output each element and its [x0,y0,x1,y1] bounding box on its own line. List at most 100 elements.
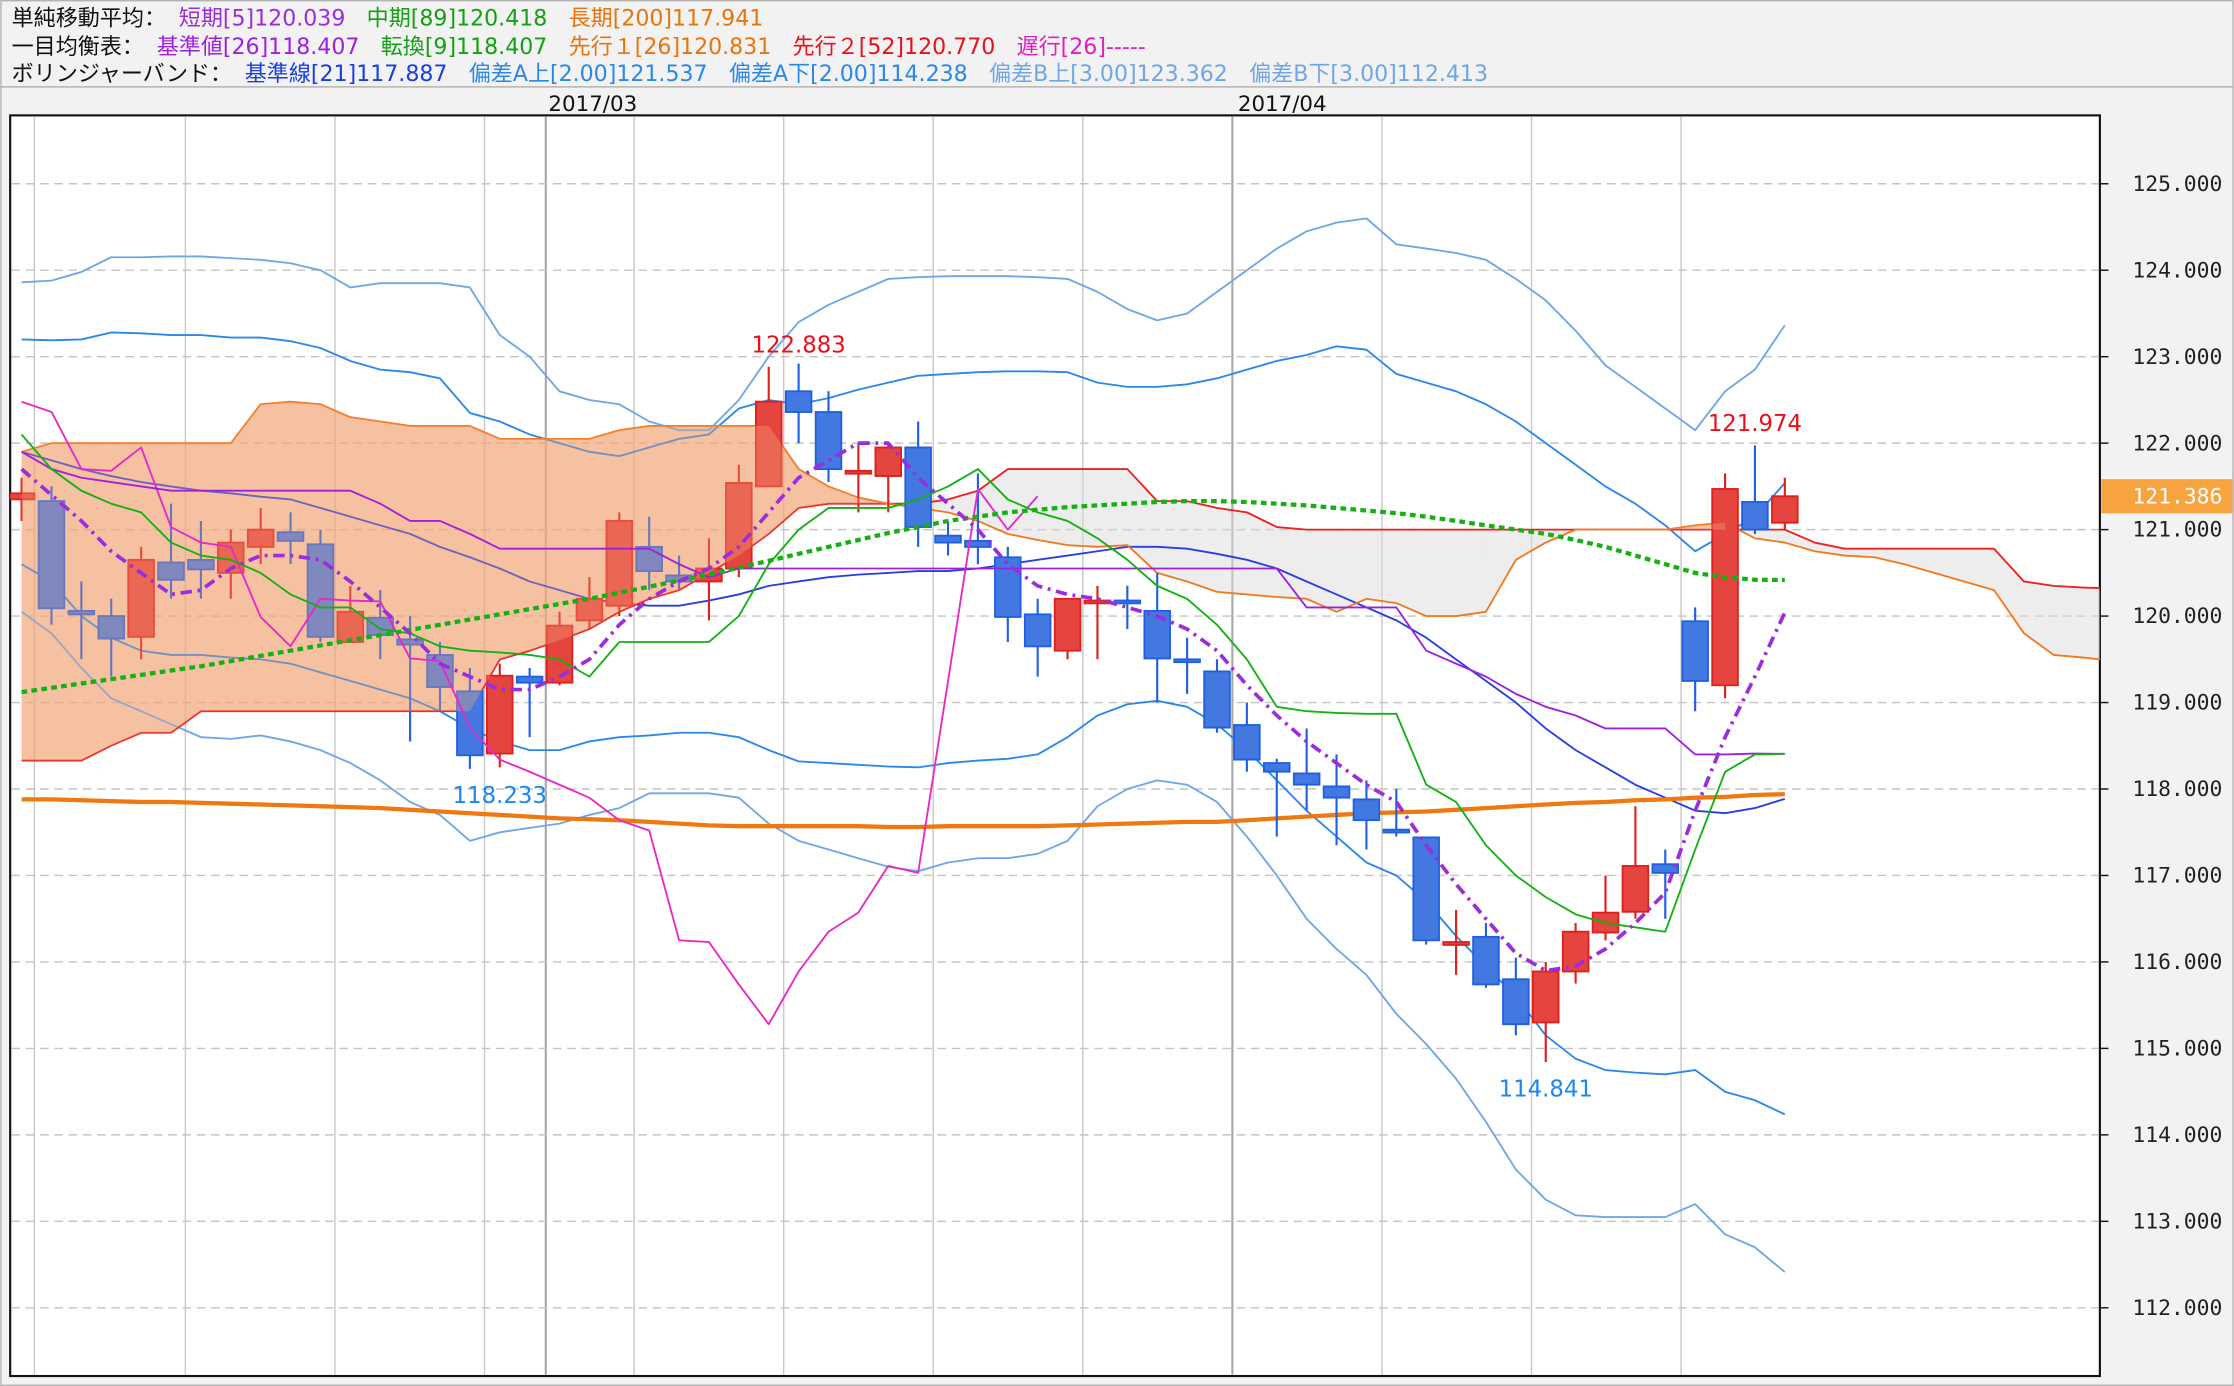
candle-body [994,556,1022,618]
cloud-bullish-segment [230,404,261,712]
y-tick-label: 119.000 [2132,691,2222,716]
candle-up[interactable] [246,507,275,565]
candle-down[interactable] [1472,923,1500,988]
legend-senkou-a: 先行１[26]120.831 [569,35,772,60]
candle-down[interactable] [1143,572,1171,703]
y-tick-label: 115.000 [2132,1037,2222,1062]
candle-up[interactable] [1531,961,1560,1063]
candle-body [1113,599,1142,605]
cloud-bullish-segment [529,438,560,651]
cloud-bullish-segment [828,486,859,504]
candle-up[interactable] [1621,806,1650,919]
bb-mid-line [21,450,1786,815]
candle-down[interactable] [1322,754,1351,846]
cloud-overlay [410,425,440,712]
x-label-2017-03: 2017/03 [548,92,637,117]
candle-down[interactable] [1352,780,1381,850]
candle-up[interactable] [605,512,634,617]
plot-area[interactable] [9,114,2101,1378]
cloud-bearish-segment [1964,548,1995,591]
candle-up[interactable] [486,663,514,768]
bb-upper2-line [21,331,1786,553]
cloud-bearish-segment [1097,469,1128,547]
candle-up[interactable] [1442,910,1470,975]
cloud-bearish-segment [1276,527,1307,599]
candle-down[interactable] [157,503,185,599]
candle-down[interactable] [1741,445,1769,534]
cloud-bearish-segment [2023,581,2054,655]
high-price-label: 122.883 [751,333,845,359]
candle-up[interactable] [1711,473,1739,699]
cloud-overlay [350,417,381,712]
candle-up[interactable] [874,443,903,513]
candle-down[interactable] [456,667,484,769]
candle-down[interactable] [1203,659,1231,733]
cloud-overlay [589,430,620,630]
y-tick-label: 123.000 [2132,345,2222,370]
candle-body [1023,613,1052,648]
candle-down[interactable] [97,598,125,677]
legend-sma-label: 単純移動平均： [12,7,166,32]
candle-body [486,674,514,755]
candle-down[interactable] [1681,607,1709,712]
cloud-bearish-segment [1814,542,1845,556]
candle-down[interactable] [1502,957,1530,1036]
candle-down[interactable] [784,363,813,444]
cloud-overlay [230,404,261,712]
cloud-overlay [51,443,82,761]
candle-down[interactable] [37,486,66,625]
candle-body [1621,865,1650,913]
candle-down[interactable] [814,391,843,483]
candle-down[interactable] [1382,789,1411,837]
candle-down[interactable] [515,667,544,738]
candle-down[interactable] [1292,728,1321,811]
legend-bb-lower3: 偏差B下[3.00]112.413 [1249,62,1488,87]
candle-body [1531,970,1560,1024]
legend-ichimoku-label: 一目均衡表： [12,35,144,60]
candle-up[interactable] [754,366,783,488]
legend-bb-upper2: 偏差A上[2.00]121.537 [469,62,708,87]
candle-down[interactable] [187,520,215,599]
candle-down[interactable] [1023,598,1052,677]
candle-body [904,446,932,528]
candle-body [1292,772,1321,786]
candle-down[interactable] [1651,849,1680,919]
cloud-overlay [200,443,231,712]
candle-body [934,534,962,544]
y-tick-label: 112.000 [2132,1296,2222,1321]
cloud-overlay [141,443,172,733]
candle-body [814,411,843,471]
candle-down[interactable] [1263,758,1291,837]
candle-up[interactable] [9,477,36,521]
candle-body [1352,798,1381,822]
candle-up[interactable] [1053,597,1082,660]
cloud-overlay [858,497,889,504]
candle-body [1322,785,1351,799]
cloud-overlay [111,443,142,746]
candle-down[interactable] [934,520,962,556]
chikou-line [21,400,1039,1026]
candle-up[interactable] [844,443,873,513]
candle-down[interactable] [306,529,335,643]
cloud-overlay [469,425,500,712]
candle-up[interactable] [575,577,604,630]
candle-down[interactable] [67,581,96,660]
candle-down[interactable] [1233,702,1261,772]
candle-body [1173,658,1201,664]
legend-bb-lower2: 偏差A下[2.00]114.238 [729,62,968,87]
candle-down[interactable] [1412,836,1440,945]
cloud-bearish-segment [1366,529,1397,604]
candle-down[interactable] [635,516,663,591]
candle-up[interactable] [1771,477,1799,530]
plot-layer [9,217,2100,1273]
cloud-overlay [649,425,680,599]
candle-body [1502,978,1530,1026]
candle-body [605,520,634,607]
cloud-overlay [21,443,52,761]
cloud-overlay [171,443,201,733]
candle-down[interactable] [1173,637,1201,694]
candle-down[interactable] [396,616,424,742]
cloud-bearish-segment [1157,501,1188,582]
candle-down[interactable] [904,421,932,547]
